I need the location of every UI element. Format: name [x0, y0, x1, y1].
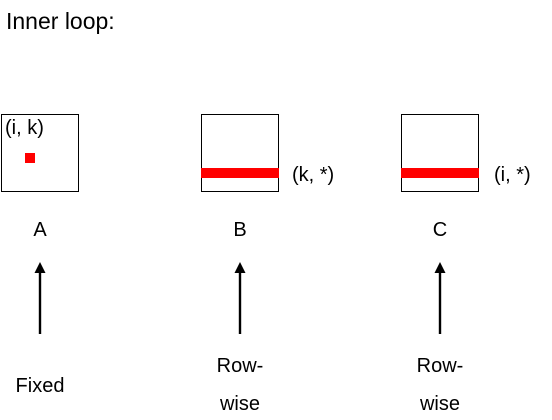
matrix-b-access-line2: wise — [200, 392, 280, 416]
up-arrow-icon — [230, 262, 250, 334]
matrix-b-letter: B — [220, 218, 260, 242]
diagram-title: Inner loop: — [6, 6, 115, 36]
matrix-c-letter: C — [420, 218, 460, 242]
matrix-c-row-highlight — [401, 168, 479, 178]
matrix-c-access-line2: wise — [400, 392, 480, 416]
matrix-a-letter: A — [20, 218, 60, 242]
matrix-a-index-label: (i, k) — [5, 116, 44, 140]
up-arrow-icon — [30, 262, 50, 334]
matrix-c-access-line1: Row- — [400, 354, 480, 378]
matrix-c-index-label: (i, *) — [494, 163, 531, 187]
matrix-a-access-label: Fixed — [0, 374, 80, 398]
matrix-b-access-line1: Row- — [200, 354, 280, 378]
matrix-b-row-highlight — [201, 168, 279, 178]
up-arrow-icon — [430, 262, 450, 334]
matrix-a-element-marker — [25, 153, 35, 163]
matrix-b-index-label: (k, *) — [292, 163, 334, 187]
matrix-b-box — [201, 114, 279, 192]
matrix-c-box — [401, 114, 479, 192]
